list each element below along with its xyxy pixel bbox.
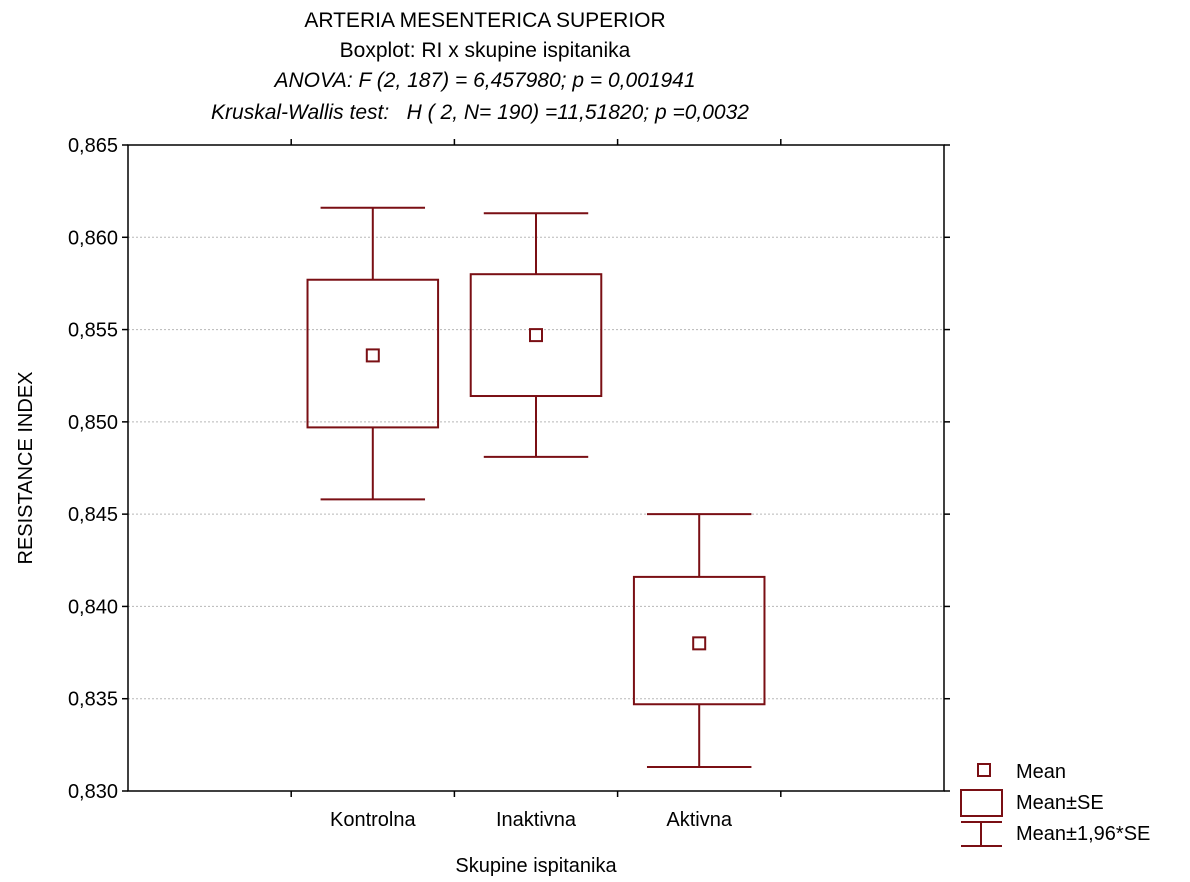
legend-item-mean: Mean	[977, 761, 1066, 783]
mean-marker	[529, 328, 543, 343]
title-line-1: ARTERIA MESENTERICA SUPERIOR	[304, 9, 665, 32]
x-tick-label: Inaktivna	[496, 809, 577, 831]
mean-marker	[365, 348, 380, 363]
legend-label-mean: Mean	[1016, 761, 1066, 783]
title-line-2: Boxplot: RI x skupine ispitanika	[340, 39, 631, 62]
chart-title: ARTERIA MESENTERICA SUPERIOR Boxplot: RI…	[211, 9, 749, 124]
y-tick-label: 0,850	[68, 412, 118, 434]
legend-label-se: Mean±SE	[1016, 792, 1104, 814]
legend: Mean Mean±SE Mean±1,96*SE	[960, 761, 1150, 847]
box-series	[306, 206, 766, 769]
se-box	[632, 575, 766, 706]
box-inaktivna	[469, 212, 603, 458]
x-axis-label: Skupine ispitanika	[455, 855, 617, 877]
title-line-3: ANOVA: F (2, 187) = 6,457980; p = 0,0019…	[272, 69, 695, 92]
legend-mean-symbol	[977, 763, 991, 777]
y-axis-label: RESISTANCE INDEX	[15, 372, 37, 565]
box-aktivna	[632, 513, 766, 769]
legend-label-ci: Mean±1,96*SE	[1016, 823, 1150, 845]
y-tick-label: 0,855	[68, 320, 118, 342]
y-tick-label: 0,835	[68, 689, 118, 711]
se-box	[306, 278, 440, 429]
legend-item-se: Mean±SE	[960, 789, 1104, 817]
y-tick-label: 0,840	[68, 596, 118, 618]
plot-area-frame	[127, 144, 945, 792]
legend-se-symbol	[960, 789, 1003, 817]
title-line-4: Kruskal-Wallis test: H ( 2, N= 190) =11,…	[211, 101, 749, 124]
mean-marker	[692, 636, 707, 651]
y-tick-label: 0,865	[68, 135, 118, 157]
legend-item-ci: Mean±1,96*SE	[961, 821, 1150, 847]
y-axis: 0,830 0,835 0,840 0,845 0,850 0,855 0,860 0,865	[68, 135, 950, 803]
se-box	[469, 273, 603, 398]
x-tick-label: Kontrolna	[330, 809, 416, 831]
gridlines	[128, 236, 944, 700]
y-tick-label: 0,860	[68, 227, 118, 249]
x-axis: Kontrolna Inaktivna Aktivna	[290, 139, 782, 831]
x-tick-label: Aktivna	[666, 809, 732, 831]
box-kontrolna	[306, 206, 440, 501]
y-tick-label: 0,845	[68, 504, 118, 526]
y-tick-label: 0,830	[68, 781, 118, 803]
